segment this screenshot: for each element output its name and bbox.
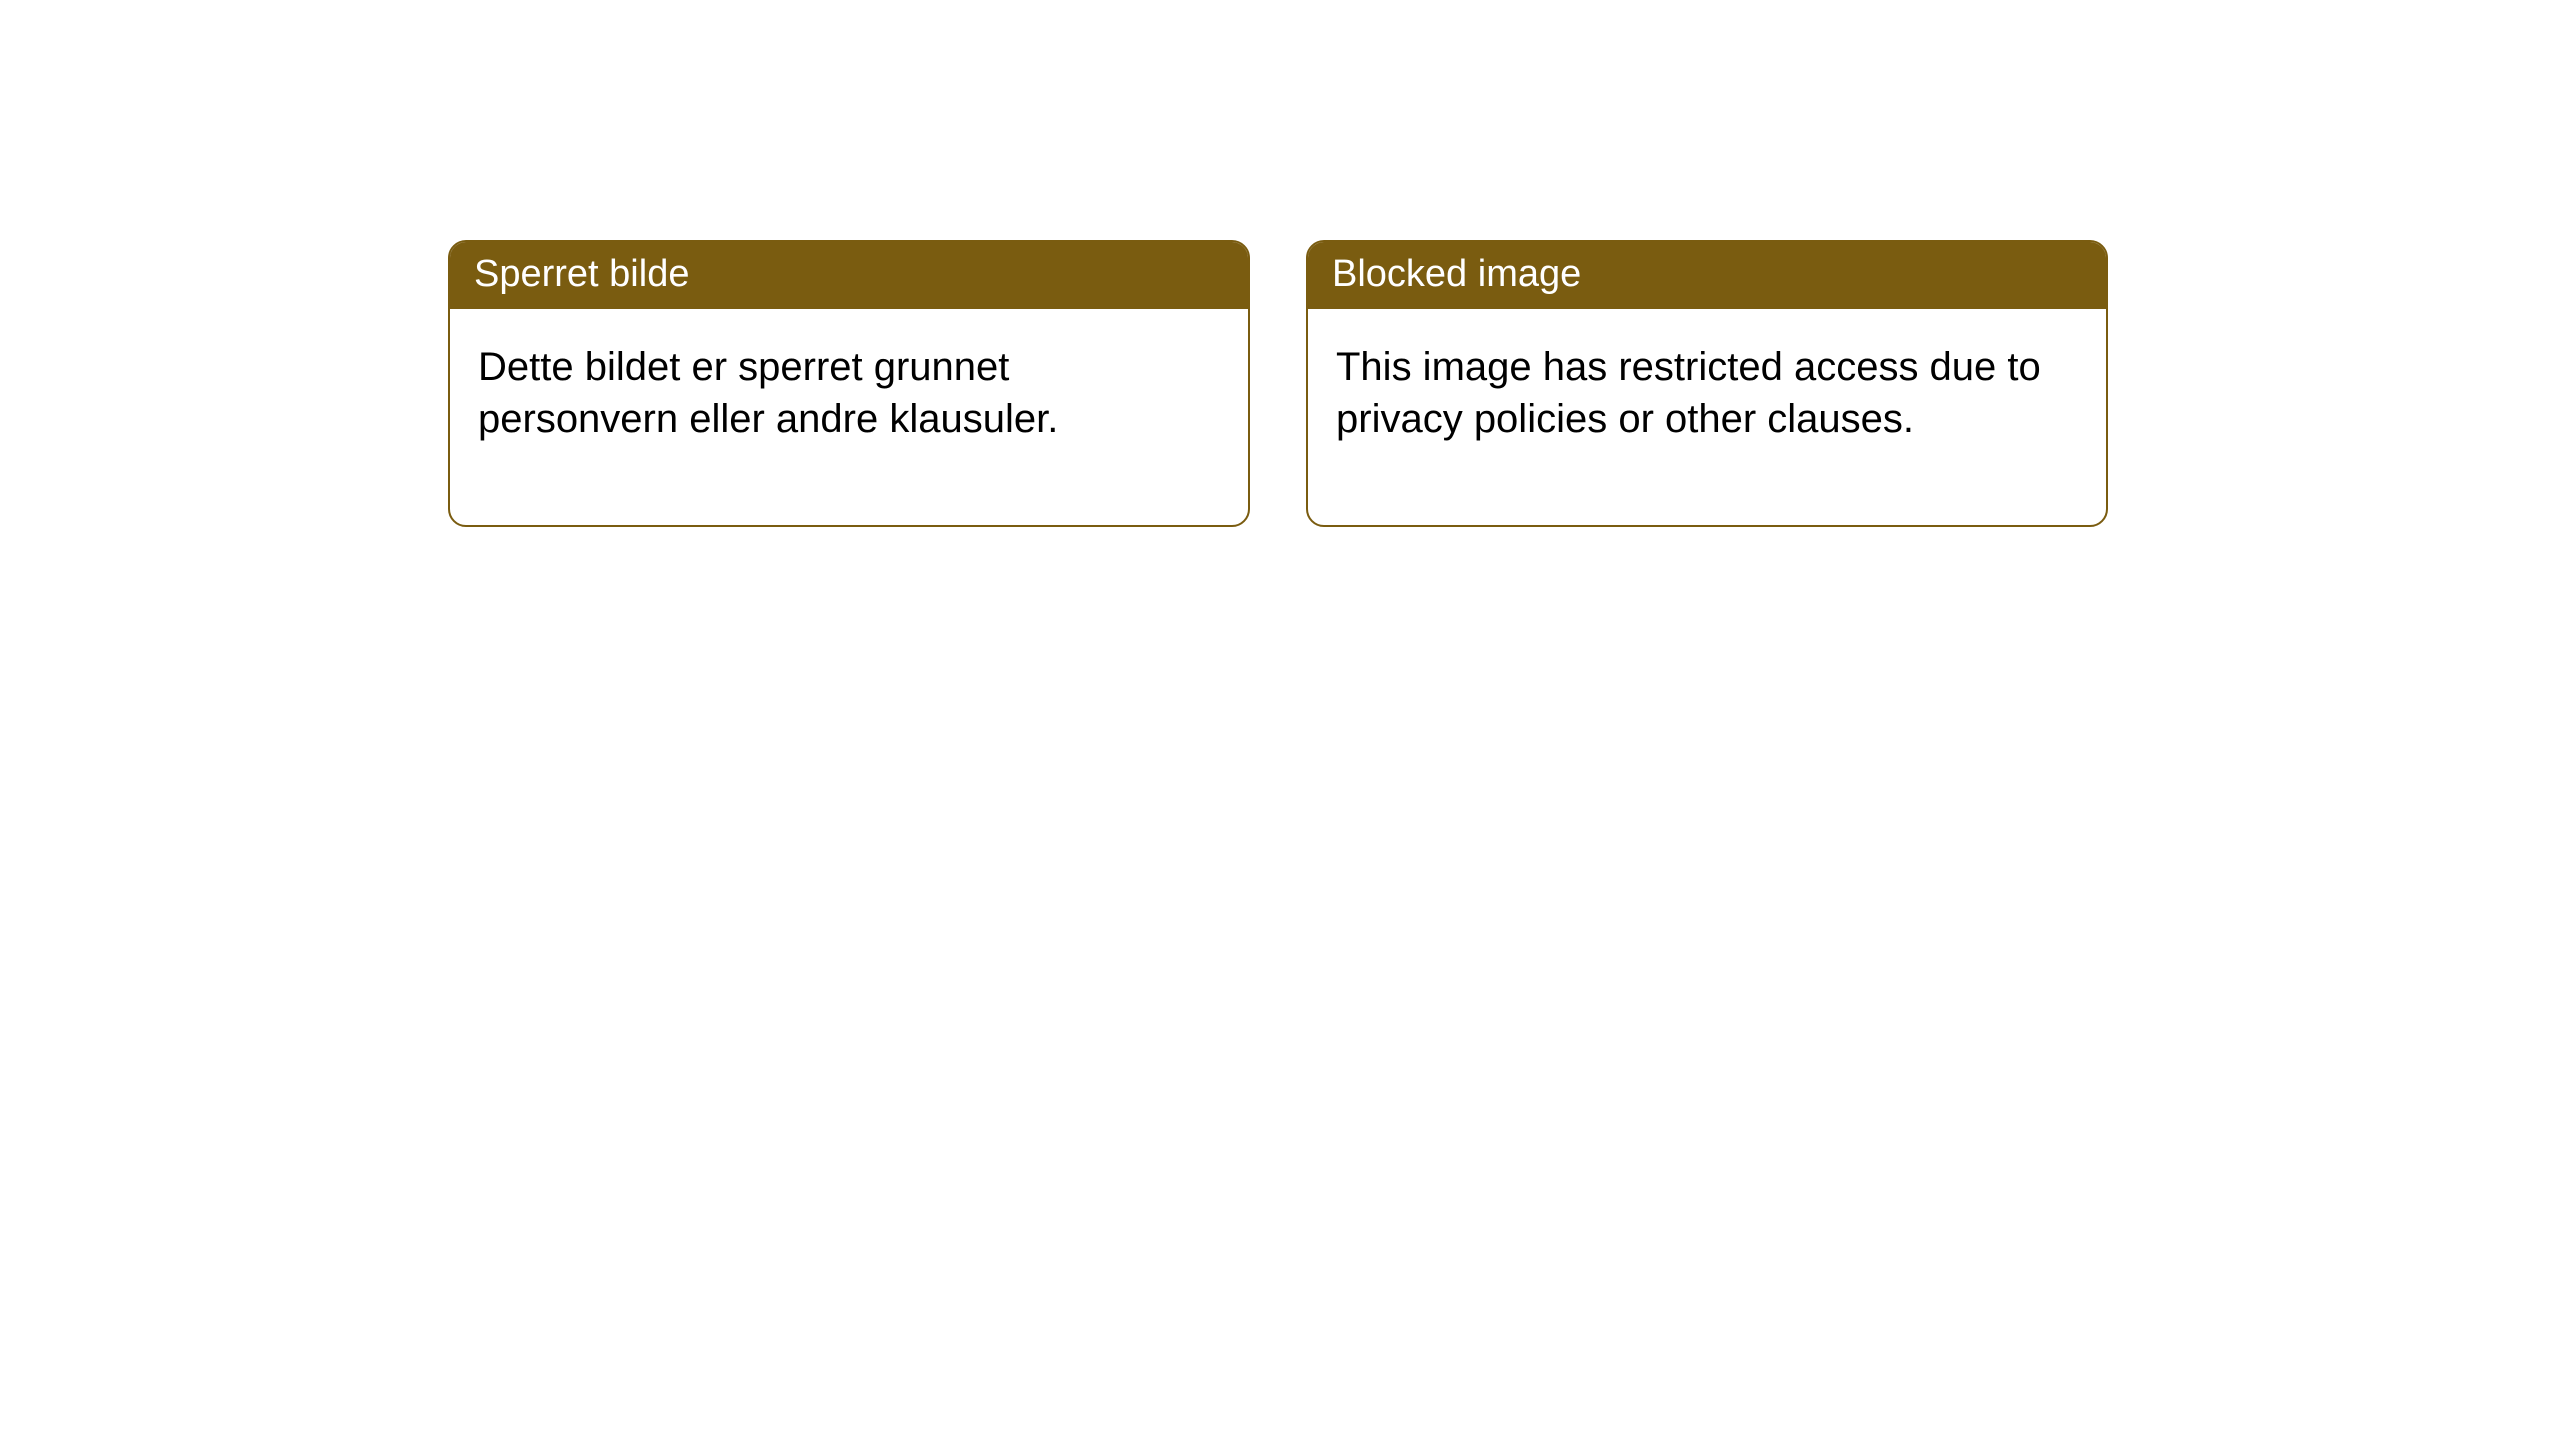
notice-card-norwegian: Sperret bilde Dette bildet er sperret gr… — [448, 240, 1250, 527]
notice-container: Sperret bilde Dette bildet er sperret gr… — [0, 0, 2560, 527]
notice-title: Sperret bilde — [450, 242, 1248, 309]
notice-card-english: Blocked image This image has restricted … — [1306, 240, 2108, 527]
notice-body: This image has restricted access due to … — [1308, 309, 2106, 525]
notice-body: Dette bildet er sperret grunnet personve… — [450, 309, 1248, 525]
notice-title: Blocked image — [1308, 242, 2106, 309]
